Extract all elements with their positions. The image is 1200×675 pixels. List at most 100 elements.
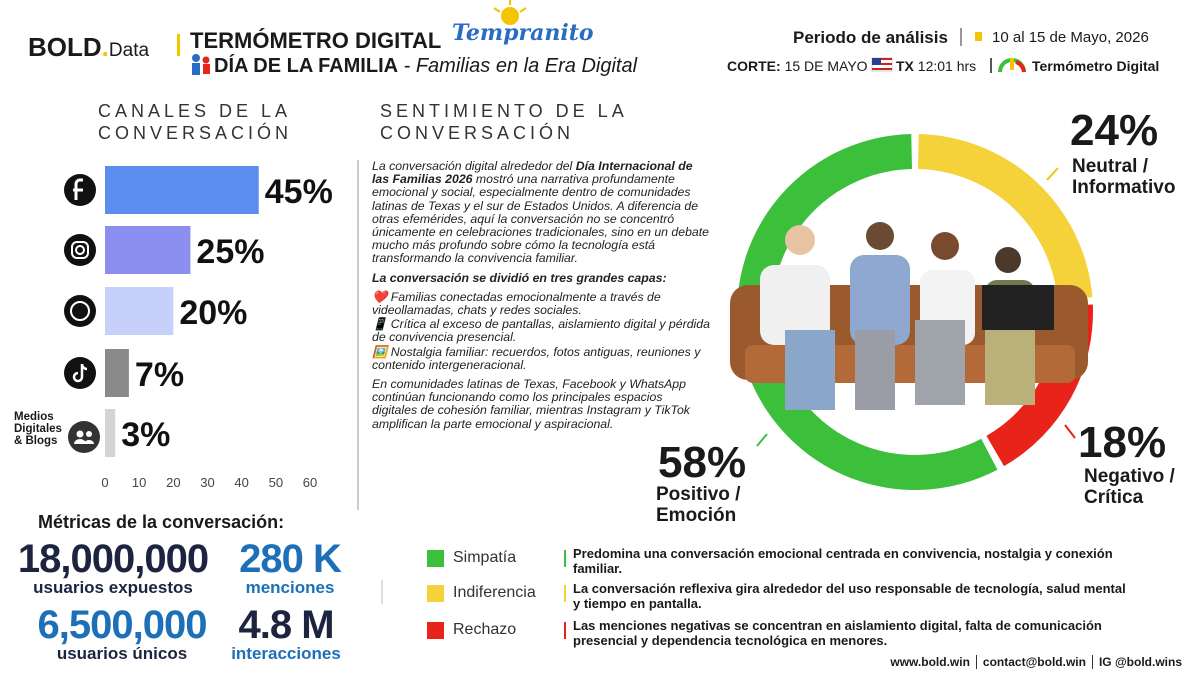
legend-name: Indiferencia <box>453 584 536 601</box>
value-label: 58% <box>658 438 747 487</box>
x-tick-label: 30 <box>200 475 214 490</box>
brand: BOLD.Data <box>28 32 149 63</box>
separator <box>990 58 992 73</box>
layers-title: La conversación se dividió en tres grand… <box>372 270 667 285</box>
legend-name: Simpatía <box>453 549 517 566</box>
intro-bold: Día Internacional de las Familias 2026 <box>372 159 693 187</box>
value-label: 7% <box>135 356 184 394</box>
brand-main: BOLD <box>28 32 102 62</box>
bar <box>105 226 191 274</box>
legend-swatch <box>427 585 444 602</box>
brand-tag: Termómetro Digital <box>1032 58 1160 74</box>
metric-value: 6,500,000 <box>37 603 208 647</box>
divider <box>357 160 359 510</box>
bar <box>105 166 259 214</box>
region: TX <box>896 58 914 74</box>
category-label: Positivo / Emoción <box>656 484 741 526</box>
legend-name: Rechazo <box>453 621 517 638</box>
title: TERMÓMETRO DIGITAL <box>190 28 442 53</box>
x-tick-label: 10 <box>132 475 146 490</box>
x-tick-label: 20 <box>166 475 180 490</box>
value-label: 45% <box>265 173 333 211</box>
subtitle-rest: - Familias en la Era Digital <box>403 55 638 77</box>
metric-value: 280 K <box>239 537 342 581</box>
bar <box>105 409 116 457</box>
footer: www.bold.win contact@bold.win IG @bold.win… <box>884 655 1188 669</box>
bar <box>105 349 129 397</box>
value-label: 18% <box>1078 418 1167 467</box>
value-label: 25% <box>196 233 264 271</box>
category-label: Medios Digitales & Blogs <box>14 411 62 447</box>
period-label: Periodo de análisis <box>793 28 948 47</box>
sun-icon <box>493 0 527 25</box>
metric-value: 18,000,000 <box>17 537 209 581</box>
time: TX 12:01 hrs <box>896 58 976 74</box>
separator <box>960 28 962 46</box>
footer-item: contact@bold.win <box>975 655 1092 669</box>
legend-bar <box>564 550 566 567</box>
metric-value: 4.8 M <box>238 603 334 647</box>
layer-item: ❤️ Familias conectadas emocionalmente a … <box>372 289 661 318</box>
section-title: CANALES DE LA CONVERSACIÓN <box>98 101 293 143</box>
legend-bar <box>564 622 566 639</box>
intro-text: mostró una narrativa profundamente emoci… <box>372 172 710 266</box>
time-value: 12:01 hrs <box>917 58 977 74</box>
narrative: La conversación digital alrededor del Dí… <box>372 159 710 437</box>
footer-item: IG @bold.wins <box>1091 655 1188 669</box>
legend-swatch <box>427 550 444 567</box>
cut: CORTE: 15 DE MAYO <box>727 58 868 74</box>
value-label: 20% <box>179 294 247 332</box>
pointer <box>1046 167 1059 181</box>
legend-bar <box>564 585 566 602</box>
category-label: Neutral / Informativo <box>1072 156 1176 198</box>
metrics-title: Métricas de la conversación: <box>38 512 285 532</box>
cut-date: 15 DE MAYO <box>784 58 868 74</box>
bullet <box>975 32 982 41</box>
media-icon <box>68 421 100 453</box>
legend-text: La conversación reflexiva gira alrededor… <box>573 581 1126 611</box>
pointer <box>756 433 768 447</box>
metric-label: usuarios únicos <box>56 644 188 663</box>
value-label: 24% <box>1070 106 1159 155</box>
value-label: 3% <box>121 416 170 454</box>
legend-text: Las menciones negativas se concentran en… <box>573 618 1102 648</box>
separator <box>177 34 180 56</box>
subtitle-main: DÍA DE LA FAMILIA <box>214 55 399 77</box>
brand-dot: . <box>101 32 109 62</box>
layer-item: 📱 Crítica al exceso de pantallas, aislam… <box>372 317 710 345</box>
gauge-icon <box>998 58 1026 73</box>
legend-swatch <box>427 622 444 639</box>
x-tick-label: 40 <box>234 475 248 490</box>
family-photo <box>730 222 1088 410</box>
section-title: SENTIMIENTO DE LA CONVERSACIÓN <box>380 101 627 143</box>
us-flag <box>871 57 893 72</box>
pointer <box>1064 424 1076 439</box>
layers: ❤️ Familias conectadas emocionalmente a … <box>372 289 710 372</box>
whatsapp-icon <box>64 295 96 327</box>
category-label: Negativo / Crítica <box>1084 466 1175 508</box>
intro-text: La conversación digital alrededor del <box>372 159 576 173</box>
x-tick-label: 60 <box>303 475 317 490</box>
cut-label: CORTE: <box>727 58 781 74</box>
legend-text: Predomina una conversación emocional cen… <box>573 546 1113 576</box>
x-tick-label: 50 <box>269 475 283 490</box>
closing: En comunidades latinas de Texas, Faceboo… <box>372 377 690 431</box>
x-tick-label: 0 <box>101 475 108 490</box>
footer-item: www.bold.win <box>890 655 970 669</box>
intro: La conversación digital alrededor del Dí… <box>372 159 710 266</box>
subtitle: DÍA DE LA FAMILIA - Familias en la Era D… <box>214 55 637 78</box>
metric-label: interacciones <box>231 644 341 663</box>
bar <box>105 287 174 335</box>
metric-label: menciones <box>245 578 335 597</box>
period: 10 al 15 de Mayo, 2026 <box>992 29 1149 46</box>
instagram-icon <box>64 234 96 266</box>
brand-sub: Data <box>108 40 150 61</box>
layer-item: 🖼️ Nostalgia familiar: recuerdos, fotos … <box>372 344 701 372</box>
tiktok-icon <box>64 357 96 389</box>
family-icon <box>192 54 210 75</box>
metric-label: usuarios expuestos <box>33 578 193 597</box>
donut-segment <box>917 134 1093 301</box>
badge: Tempranito <box>452 20 594 46</box>
